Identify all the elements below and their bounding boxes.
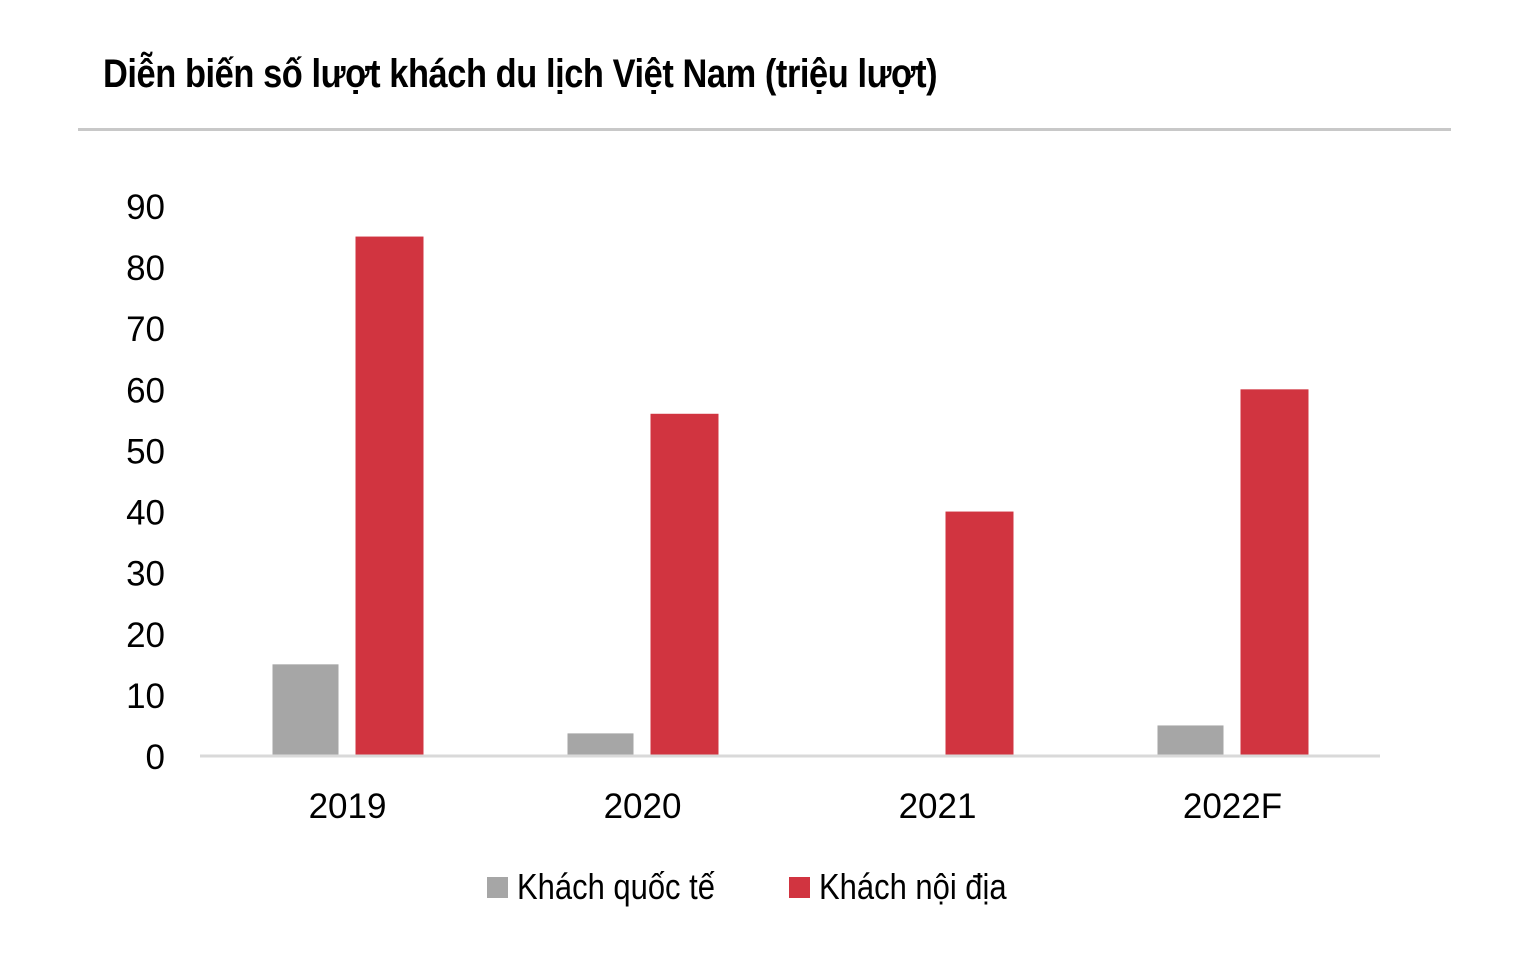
x-axis-ticks: 2019 2020 2021 2022F: [309, 787, 1283, 826]
y-tick-label: 0: [146, 738, 165, 777]
x-tick-label: 2022F: [1183, 787, 1282, 826]
y-tick-label: 10: [126, 677, 165, 716]
bar-international-2019: [272, 664, 339, 756]
bar-international-2020: [567, 733, 634, 756]
y-tick-label: 50: [126, 432, 165, 471]
y-tick-label: 20: [126, 616, 165, 655]
y-tick-label: 40: [126, 494, 165, 533]
legend-item-international: Khách quốc tế: [486, 866, 747, 908]
legend-label-international: Khách quốc tế: [516, 866, 715, 907]
legend-swatch-domestic: [789, 876, 810, 898]
y-tick-label: 90: [126, 188, 165, 227]
bar-domestic-2020: [650, 413, 719, 756]
y-axis-ticks: 0 10 20 30 40 50 60 70 80 90: [126, 188, 165, 777]
bar-international-2022F: [1157, 725, 1224, 756]
bar-domestic-2021: [945, 511, 1014, 756]
y-tick-label: 70: [126, 310, 165, 349]
title-divider: [78, 128, 1451, 131]
bar-domestic-2022F: [1240, 389, 1309, 756]
chart-title: Diễn biến số lượt khách du lịch Việt Nam…: [103, 52, 938, 96]
legend-item-domestic: Khách nội địa: [789, 866, 1037, 908]
legend-swatch-international: [486, 876, 508, 898]
x-tick-label: 2021: [899, 787, 977, 826]
y-tick-label: 30: [126, 555, 165, 594]
y-tick-label: 80: [126, 249, 165, 288]
bar-series: [272, 236, 1309, 757]
legend-label-domestic: Khách nội địa: [819, 866, 1007, 907]
y-tick-label: 60: [126, 371, 165, 410]
legend: Khách quốc tế Khách nội địa: [0, 866, 1524, 908]
x-tick-label: 2019: [309, 787, 387, 826]
x-tick-label: 2020: [604, 787, 682, 826]
bar-domestic-2019: [355, 236, 424, 757]
